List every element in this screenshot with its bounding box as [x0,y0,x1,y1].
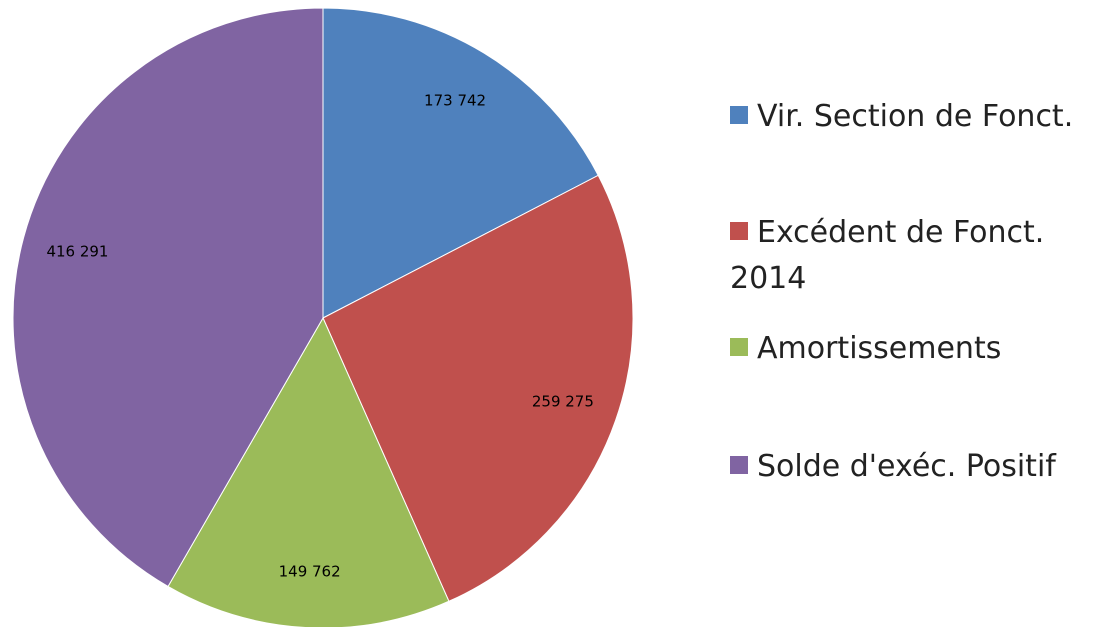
data-label: 149 762 [279,562,341,580]
data-label: 416 291 [46,243,108,261]
data-label: 259 275 [532,393,594,411]
legend-label: Vir. Section de Fonct. [757,99,1074,134]
legend-label: Excédent de Fonct. 2014 [730,215,1045,296]
chart: 173 742 259 275 149 762 416 291 [12,7,634,627]
legend-entry: Amortissements [730,326,1110,372]
pie-slice [167,316,450,627]
pie-slice [322,174,634,602]
legend-swatch [730,338,748,356]
legend-swatch [730,222,748,240]
legend-label: Amortissements [757,331,1002,366]
legend-swatch [730,456,748,474]
legend-swatch [730,106,748,124]
legend-label: Solde d'exéc. Positif [757,449,1056,484]
pie-slice [12,7,324,588]
legend-entry: Solde d'exéc. Positif [730,444,1110,490]
legend-entry: Excédent de Fonct. 2014 [730,210,1110,302]
legend-entry: Vir. Section de Fonct. [730,94,1110,140]
data-label: 173 742 [424,91,486,109]
pie-slice [322,7,599,319]
